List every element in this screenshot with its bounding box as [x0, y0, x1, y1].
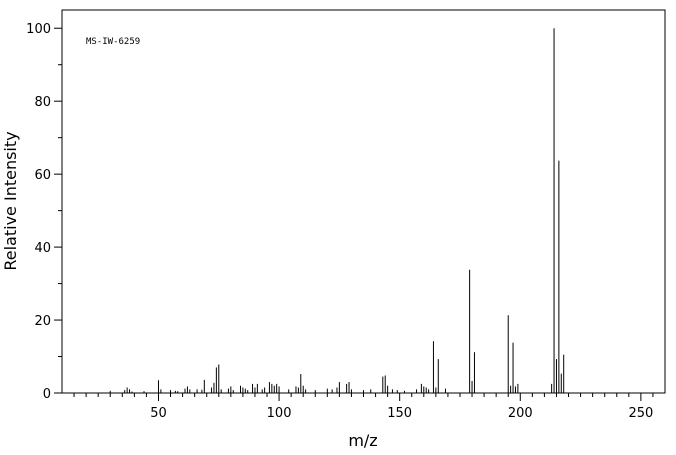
y-major-ticks: 0 20 40 60 80 100 — [26, 22, 62, 402]
x-tick-label: 100 — [267, 406, 292, 421]
y-tick-label: 80 — [34, 95, 51, 110]
x-tick-label: 50 — [150, 406, 167, 421]
spectrum-id-annotation: MS-IW-6259 — [86, 37, 140, 47]
y-tick-label: 60 — [34, 168, 51, 183]
x-tick-label: 150 — [387, 406, 412, 421]
x-major-ticks: 50 100 150 200 250 — [150, 393, 653, 421]
x-minor-ticks — [73, 393, 654, 397]
y-tick-label: 0 — [43, 387, 51, 402]
spectrum-peaks — [109, 28, 565, 393]
y-tick-label: 100 — [26, 22, 51, 37]
y-tick-label: 40 — [34, 241, 51, 256]
y-tick-label: 20 — [34, 314, 51, 329]
y-minor-ticks — [58, 64, 62, 358]
y-axis-label: Relative Intensity — [1, 131, 20, 270]
x-tick-label: 250 — [628, 406, 653, 421]
plot-frame — [61, 9, 666, 394]
x-tick-label: 200 — [508, 406, 533, 421]
x-axis-label: m/z — [348, 431, 377, 450]
